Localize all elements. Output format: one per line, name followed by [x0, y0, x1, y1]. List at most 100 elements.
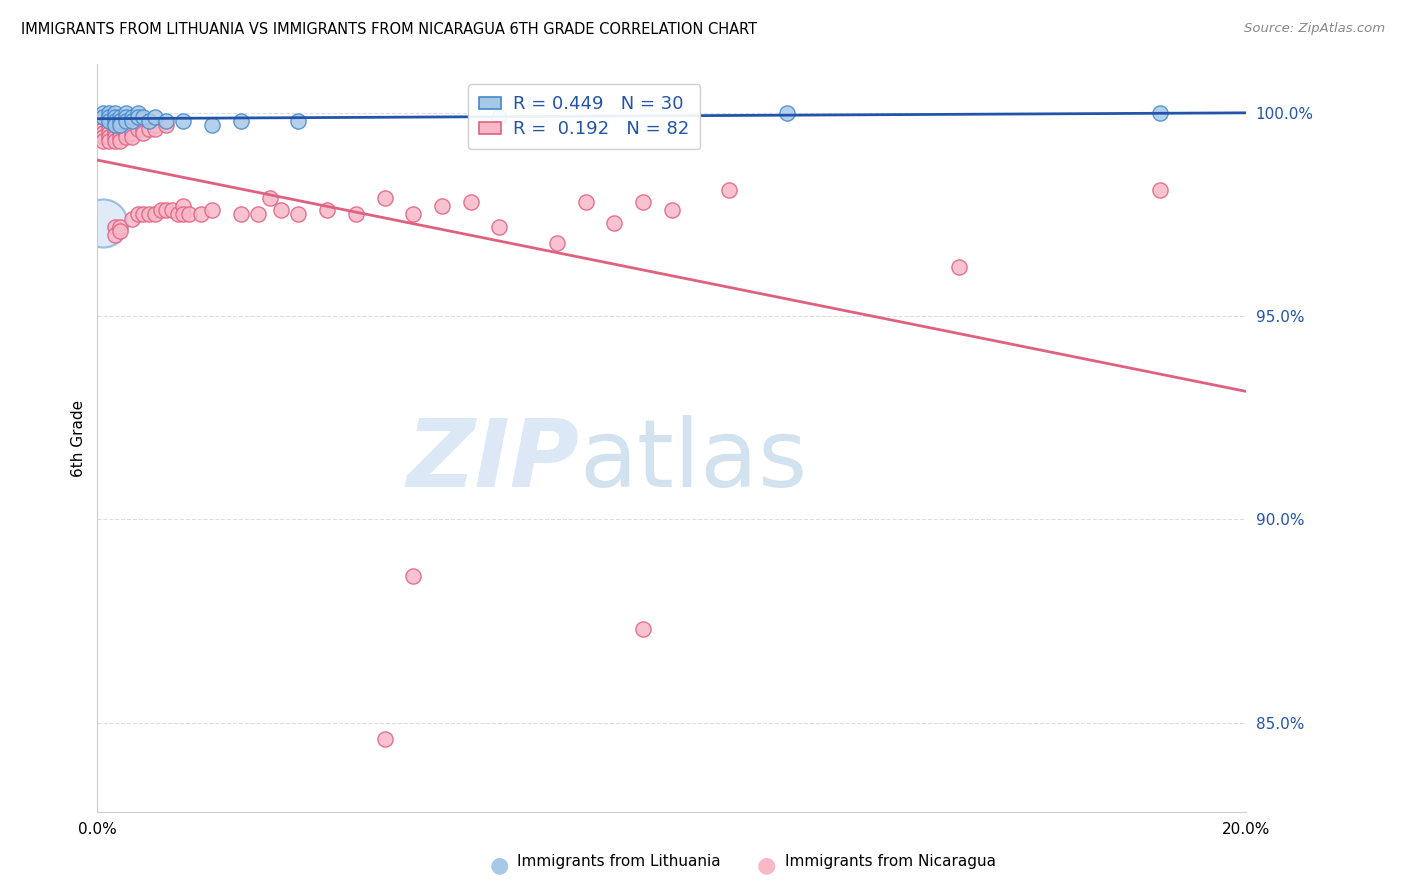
Point [97, 134, 120, 148]
Point [110, 219, 132, 234]
Point [173, 207, 195, 221]
Point [127, 122, 149, 136]
Point [316, 203, 339, 218]
Point [1149, 106, 1171, 120]
Point [173, 114, 195, 128]
Point [402, 569, 425, 583]
Point [103, 219, 125, 234]
Point [488, 219, 510, 234]
Point [201, 203, 224, 218]
Point [110, 126, 132, 140]
Point [430, 199, 453, 213]
Point [155, 203, 177, 218]
Point [166, 207, 188, 221]
Point [115, 130, 138, 145]
Point [121, 110, 143, 124]
Point [97, 122, 120, 136]
Point [121, 126, 143, 140]
Point [132, 126, 155, 140]
Point [259, 191, 281, 205]
Point [91, 114, 114, 128]
Point [127, 118, 149, 132]
Point [603, 216, 626, 230]
Point [373, 191, 395, 205]
Text: ●: ● [756, 855, 776, 875]
Point [103, 114, 125, 128]
Text: atlas: atlas [579, 415, 808, 507]
Text: Immigrants from Lithuania: Immigrants from Lithuania [517, 854, 721, 869]
Point [110, 134, 132, 148]
Point [91, 106, 114, 120]
Point [110, 110, 132, 124]
Point [103, 118, 125, 132]
Point [97, 110, 120, 124]
Point [121, 114, 143, 128]
Point [143, 110, 166, 124]
Point [143, 207, 166, 221]
Point [97, 118, 120, 132]
Point [97, 110, 120, 124]
Point [173, 199, 195, 213]
Point [121, 130, 143, 145]
Point [91, 216, 114, 230]
Point [97, 126, 120, 140]
Point [143, 122, 166, 136]
Point [115, 114, 138, 128]
Text: Source: ZipAtlas.com: Source: ZipAtlas.com [1244, 22, 1385, 36]
Point [91, 110, 114, 124]
Point [121, 122, 143, 136]
Point [91, 110, 114, 124]
Point [97, 114, 120, 128]
Point [229, 114, 252, 128]
Point [103, 126, 125, 140]
Point [718, 183, 741, 197]
Text: ZIP: ZIP [406, 415, 579, 507]
Point [97, 130, 120, 145]
Point [121, 211, 143, 226]
Point [103, 114, 125, 128]
Point [179, 207, 201, 221]
Point [138, 114, 160, 128]
Point [143, 118, 166, 132]
Point [1149, 183, 1171, 197]
Point [631, 195, 654, 210]
Point [110, 118, 132, 132]
Point [91, 126, 114, 140]
Text: IMMIGRANTS FROM LITHUANIA VS IMMIGRANTS FROM NICARAGUA 6TH GRADE CORRELATION CHA: IMMIGRANTS FROM LITHUANIA VS IMMIGRANTS … [21, 22, 758, 37]
Point [103, 106, 125, 120]
Point [190, 207, 212, 221]
Point [97, 106, 120, 120]
Point [201, 118, 224, 132]
Point [91, 134, 114, 148]
Point [132, 122, 155, 136]
Text: ●: ● [489, 855, 509, 875]
Point [402, 207, 425, 221]
Point [97, 114, 120, 128]
Point [344, 207, 367, 221]
Point [775, 106, 797, 120]
Point [127, 106, 149, 120]
Point [103, 122, 125, 136]
Point [373, 731, 395, 746]
Point [488, 110, 510, 124]
Point [91, 118, 114, 132]
Point [115, 114, 138, 128]
Point [121, 118, 143, 132]
Point [103, 227, 125, 242]
Point [948, 260, 970, 275]
Point [115, 106, 138, 120]
Point [132, 110, 155, 124]
Point [91, 122, 114, 136]
Point [160, 203, 183, 218]
Y-axis label: 6th Grade: 6th Grade [72, 400, 86, 476]
Point [155, 114, 177, 128]
Point [103, 110, 125, 124]
Point [110, 224, 132, 238]
Point [103, 134, 125, 148]
Point [115, 126, 138, 140]
Point [91, 130, 114, 145]
Point [127, 207, 149, 221]
Point [287, 114, 309, 128]
Point [110, 118, 132, 132]
Point [110, 122, 132, 136]
